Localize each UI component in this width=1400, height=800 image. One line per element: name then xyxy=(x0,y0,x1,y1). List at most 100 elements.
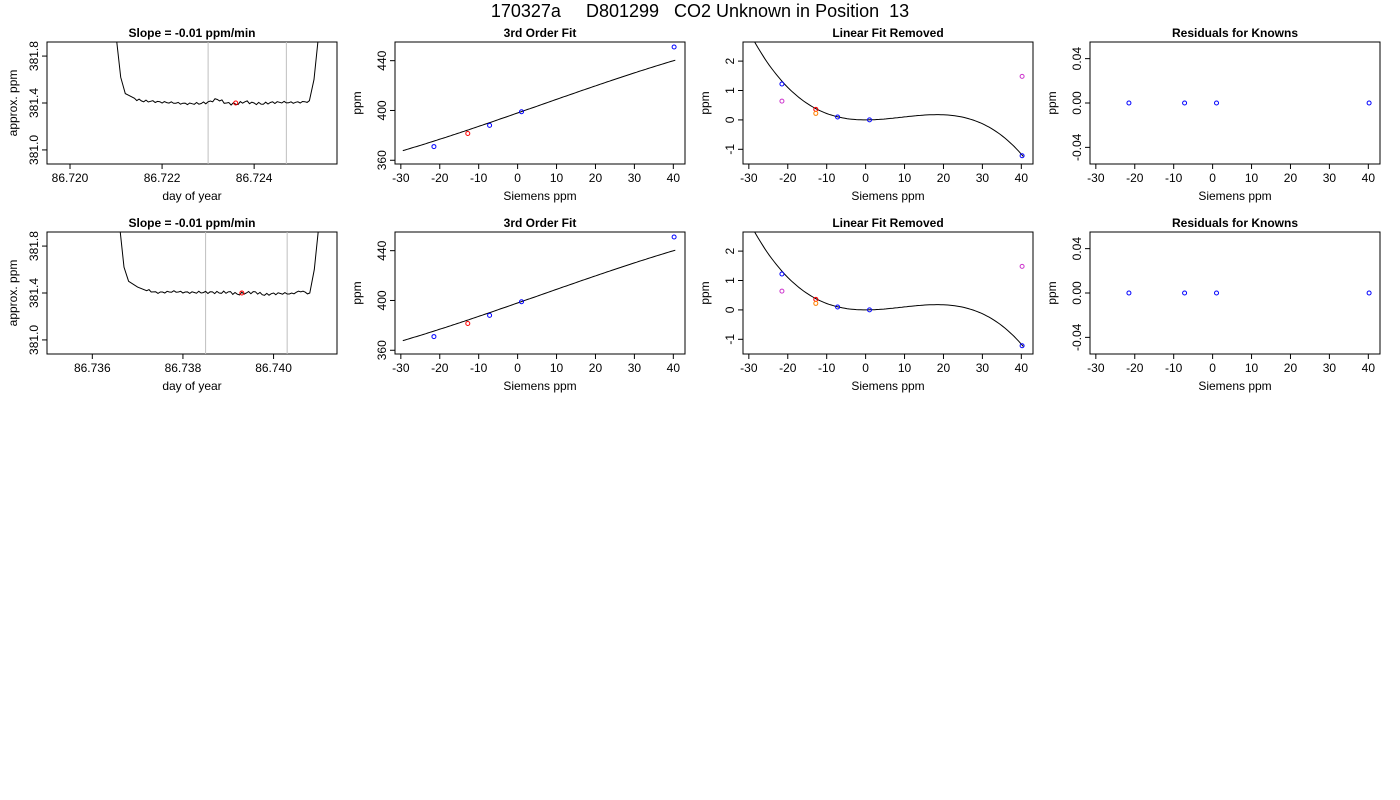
x-tick-label: 40 xyxy=(1015,171,1029,185)
data-point xyxy=(1182,290,1188,296)
x-tick-label: -10 xyxy=(1165,171,1183,185)
data-point xyxy=(779,98,785,104)
x-tick-label: -10 xyxy=(818,171,836,185)
plot-panel-2: 3rd Order Fit -30 -20 -10 0 10 20 30 40 360 400 440… xyxy=(350,26,686,203)
plot-panel-3: Linear Fit Removed-30 -20 -10 0 10 20 30 40-101… xyxy=(698,26,1034,203)
y-tick-label: 0.00 xyxy=(1070,91,1084,115)
plot-area xyxy=(119,232,319,354)
y-tick-label: -1 xyxy=(723,144,737,155)
y-tick-label: 400 xyxy=(375,290,389,310)
data-point xyxy=(813,300,819,306)
y-axis-label: ppm xyxy=(350,281,364,304)
data-point xyxy=(487,122,493,128)
data-point xyxy=(1019,153,1025,159)
data-point xyxy=(233,100,239,106)
x-tick-label: -20 xyxy=(431,361,449,375)
x-axis-label: Siemens ppm xyxy=(1198,189,1271,203)
fit-curve xyxy=(754,232,1024,347)
x-axis-label: Siemens ppm xyxy=(851,379,924,393)
x-tick-label: 30 xyxy=(1323,361,1337,375)
data-point xyxy=(867,307,873,313)
x-tick-label: 86.736 xyxy=(74,361,111,375)
x-tick-label: 40 xyxy=(667,171,681,185)
plot-frame xyxy=(742,41,1034,165)
x-tick-label: 86.720 xyxy=(52,171,89,185)
x-tick-label: -10 xyxy=(470,361,488,375)
y-tick-label: 0 xyxy=(723,306,737,313)
x-axis-label: Siemens ppm xyxy=(503,189,576,203)
plot-title: Linear Fit Removed xyxy=(832,26,943,40)
plot-frame xyxy=(1089,41,1381,165)
data-point xyxy=(465,321,471,326)
x-axis-label: day of year xyxy=(162,189,221,203)
data-point xyxy=(779,81,785,87)
y-tick-label: 0.00 xyxy=(1070,281,1084,305)
x-tick-label: -10 xyxy=(818,361,836,375)
data-point xyxy=(1019,343,1025,349)
x-tick-label: -10 xyxy=(470,171,488,185)
data-point xyxy=(835,114,841,120)
data-point xyxy=(465,131,471,136)
x-tick-label: -30 xyxy=(1087,171,1105,185)
plot-title: Residuals for Knowns xyxy=(1172,216,1298,230)
trace-line xyxy=(119,232,319,296)
y-axis-label: ppm xyxy=(698,91,712,114)
x-tick-label: 10 xyxy=(550,171,564,185)
x-tick-label: 20 xyxy=(937,171,951,185)
x-tick-label: 0 xyxy=(514,171,521,185)
y-axis-label: ppm xyxy=(698,281,712,304)
y-axis-label: approx. ppm xyxy=(6,70,20,137)
x-tick-label: 10 xyxy=(550,361,564,375)
x-axis-label: Siemens ppm xyxy=(503,379,576,393)
plot-area xyxy=(754,42,1024,157)
data-point xyxy=(671,234,677,240)
x-tick-label: -30 xyxy=(392,171,410,185)
y-tick-label: 1 xyxy=(723,277,737,284)
data-point xyxy=(835,304,841,310)
x-tick-label: 10 xyxy=(1245,361,1259,375)
y-tick-label: 0 xyxy=(723,116,737,123)
x-tick-label: 0 xyxy=(1209,171,1216,185)
x-tick-label: 0 xyxy=(862,171,869,185)
data-point xyxy=(867,117,873,123)
y-tick-label: 381.0 xyxy=(27,325,41,355)
x-tick-label: -20 xyxy=(779,171,797,185)
plot-frame xyxy=(46,231,338,355)
x-tick-label: -30 xyxy=(1087,361,1105,375)
x-tick-label: -30 xyxy=(740,171,758,185)
x-tick-label: 40 xyxy=(1015,361,1029,375)
plot-frame xyxy=(394,231,686,355)
plot-panel-7: Linear Fit Removed-30 -20 -10 0 10 20 30 40-101… xyxy=(698,216,1034,393)
y-tick-label: 381.8 xyxy=(27,41,41,71)
y-tick-label: -1 xyxy=(723,334,737,345)
x-axis-label: day of year xyxy=(162,379,221,393)
y-tick-label: 0.04 xyxy=(1070,237,1084,261)
x-tick-label: -30 xyxy=(392,361,410,375)
data-point xyxy=(431,334,437,340)
y-tick-label: 360 xyxy=(375,340,389,360)
data-point xyxy=(779,271,785,277)
data-point xyxy=(487,312,493,318)
data-point xyxy=(1182,100,1188,106)
plot-panel-8: Residuals for Knowns -30 -20 -10 0 10 20 30 40 -0… xyxy=(1045,216,1381,393)
data-point xyxy=(1366,100,1372,106)
fit-curve xyxy=(402,59,676,152)
x-tick-label: 30 xyxy=(976,361,990,375)
data-point xyxy=(519,109,525,115)
x-tick-label: 20 xyxy=(589,171,603,185)
x-tick-label: 86.724 xyxy=(236,171,273,185)
plot-frame xyxy=(394,41,686,165)
x-tick-label: 10 xyxy=(898,361,912,375)
x-tick-label: 10 xyxy=(1245,171,1259,185)
x-tick-label: 20 xyxy=(1284,171,1298,185)
x-tick-label: 40 xyxy=(667,361,681,375)
plot-frame xyxy=(1089,231,1381,355)
y-tick-label: 400 xyxy=(375,100,389,120)
y-axis-label: ppm xyxy=(1045,91,1059,114)
y-tick-label: 1 xyxy=(723,87,737,94)
plot-panel-6: 3rd Order Fit -30 -20 -10 0 10 20 30 40 360 400 440… xyxy=(350,216,686,393)
y-tick-label: 381.4 xyxy=(27,88,41,118)
plot-area xyxy=(402,249,676,342)
y-tick-label: -0.04 xyxy=(1070,323,1084,351)
x-tick-label: -20 xyxy=(1126,361,1144,375)
